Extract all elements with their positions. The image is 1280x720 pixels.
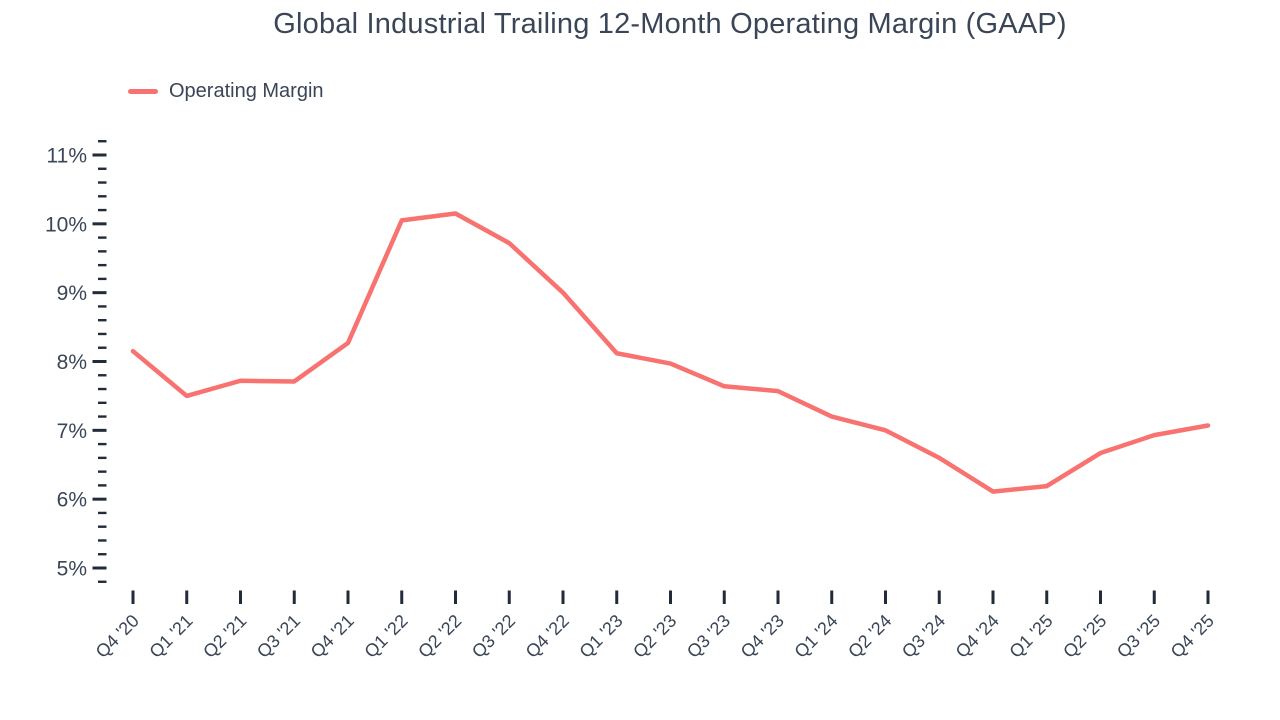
- x-tick-label-group: Q3 '25: [1113, 611, 1164, 662]
- x-tick-label: Q4 '23: [737, 611, 788, 662]
- x-tick-label-group: Q2 '25: [1059, 611, 1110, 662]
- x-tick-label-group: Q3 '21: [253, 611, 304, 662]
- x-tick-label: Q1 '23: [575, 611, 626, 662]
- x-tick-label: Q2 '21: [199, 611, 250, 662]
- x-tick-label-group: Q2 '21: [199, 611, 250, 662]
- x-tick-label-group: Q1 '22: [360, 611, 411, 662]
- x-tick-label: Q2 '23: [629, 611, 680, 662]
- legend-label: Operating Margin: [169, 80, 324, 102]
- y-axis-ticks: [92, 140, 107, 583]
- y-tick-label: 6%: [57, 489, 87, 512]
- x-tick-label-group: Q2 '24: [844, 611, 895, 662]
- x-tick-label-group: Q1 '25: [1005, 611, 1056, 662]
- x-tick-label-group: Q4 '22: [522, 611, 573, 662]
- x-tick-label-group: Q3 '22: [468, 611, 519, 662]
- x-tick-label: Q3 '24: [898, 611, 949, 662]
- x-tick-label: Q1 '24: [790, 611, 841, 662]
- x-tick-label-group: Q2 '23: [629, 611, 680, 662]
- y-tick-label: 10%: [45, 213, 87, 236]
- x-tick-label: Q3 '21: [253, 611, 304, 662]
- x-tick-label: Q4 '21: [307, 611, 358, 662]
- x-tick-label-group: Q1 '23: [575, 611, 626, 662]
- x-tick-label: Q2 '22: [414, 611, 465, 662]
- legend-line-swatch: [128, 89, 158, 94]
- y-tick-label: 9%: [57, 282, 87, 305]
- x-tick-label: Q2 '25: [1059, 611, 1110, 662]
- y-tick-label: 11%: [47, 145, 87, 168]
- x-tick-label: Q4 '22: [522, 611, 573, 662]
- y-tick-label: 8%: [57, 351, 87, 374]
- y-axis-labels: 5% 6% 7% 8% 9% 10% 11%: [45, 145, 87, 581]
- x-tick-label: Q3 '22: [468, 611, 519, 662]
- x-tick-label-group: Q4 '24: [952, 611, 1003, 662]
- x-tick-label: Q1 '25: [1005, 611, 1056, 662]
- x-axis-ticks: [131, 590, 1210, 604]
- x-tick-label-group: Q4 '25: [1167, 611, 1218, 662]
- legend[interactable]: Operating Margin: [128, 80, 324, 103]
- x-tick-label: Q4 '20: [92, 611, 143, 662]
- x-tick-label: Q4 '25: [1167, 611, 1218, 662]
- x-tick-label-group: Q4 '20: [92, 611, 143, 662]
- x-tick-label: Q2 '24: [844, 611, 895, 662]
- y-tick-label: 7%: [57, 420, 87, 443]
- x-tick-label: Q4 '24: [952, 611, 1003, 662]
- x-tick-label: Q3 '23: [683, 611, 734, 662]
- series-line-operating-margin: [130, 211, 1211, 494]
- x-tick-label-group: Q3 '23: [683, 611, 734, 662]
- x-tick-label-group: Q4 '21: [307, 611, 358, 662]
- x-tick-label-group: Q3 '24: [898, 611, 949, 662]
- x-tick-label-group: Q1 '21: [145, 611, 196, 662]
- x-tick-label: Q3 '25: [1113, 611, 1164, 662]
- x-tick-label-group: Q1 '24: [790, 611, 841, 662]
- y-tick-label: 5%: [57, 558, 87, 581]
- x-tick-label: Q1 '22: [360, 611, 411, 662]
- chart-title: Global Industrial Trailing 12-Month Oper…: [273, 8, 1067, 40]
- x-axis-labels: Q4 '20 Q1 '21 Q2 '21 Q3 '21 Q4 '21 Q1 '22 Q2 '…: [92, 611, 1218, 662]
- x-tick-label-group: Q4 '23: [737, 611, 788, 662]
- x-tick-label-group: Q2 '22: [414, 611, 465, 662]
- x-tick-label: Q1 '21: [145, 611, 196, 662]
